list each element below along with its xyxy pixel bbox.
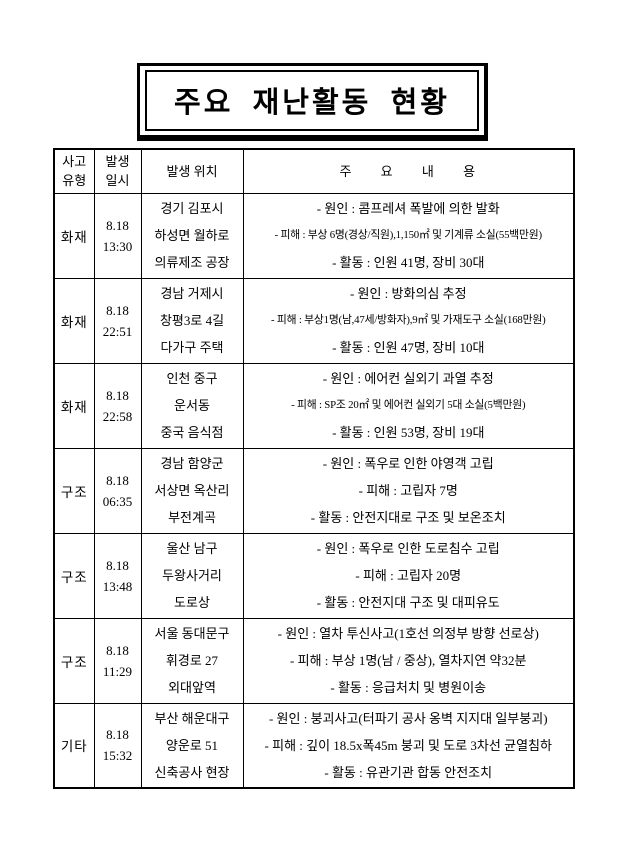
- main-content: - 원인 : 방화의심 추정 - 피해 : 부상1명(남,47세/방화자),9㎡…: [242, 277, 575, 364]
- accident-type: 구조: [53, 447, 95, 534]
- table-row: 구조 8.18 13:48 울산 남구 두왕사거리 도로상 - 원인 : 폭우로…: [53, 532, 575, 619]
- main-content: - 원인 : 에어컨 실외기 과열 추정 - 피해 : SP조 20㎡ 및 에어…: [242, 362, 575, 449]
- header-content: 주 요 내 용: [242, 148, 575, 194]
- table-row: 화재 8.18 13:30 경기 김포시 하성면 월하로 의류제조 공장 - 원…: [53, 192, 575, 279]
- occurrence-location: 인천 중구 운서동 중국 음식점: [140, 362, 244, 449]
- table-row: 구조 8.18 11:29 서울 동대문구 휘경로 27 외대앞역 - 원인 :…: [53, 617, 575, 704]
- table-row: 구조 8.18 06:35 경남 함양군 서상면 옥산리 부전계곡 - 원인 :…: [53, 447, 575, 534]
- page-title: 주요 재난활동 현황: [145, 70, 479, 131]
- occurrence-datetime: 8.18 13:30: [93, 192, 142, 279]
- occurrence-datetime: 8.18 11:29: [93, 617, 142, 704]
- table-header-row: 사고 유형 발생 일시 발생 위치 주 요 내 용: [53, 148, 575, 194]
- header-datetime: 발생 일시: [93, 148, 142, 194]
- accident-type: 구조: [53, 532, 95, 619]
- main-content: - 원인 : 폭우로 인한 도로침수 고립 - 피해 : 고립자 20명 - 활…: [242, 532, 575, 619]
- occurrence-location: 경남 거제시 창평3로 4길 다가구 주택: [140, 277, 244, 364]
- accident-type: 화재: [53, 277, 95, 364]
- occurrence-location: 부산 해운대구 양운로 51 신축공사 현장: [140, 702, 244, 789]
- main-content: - 원인 : 폭우로 인한 야영객 고립 - 피해 : 고립자 7명 - 활동 …: [242, 447, 575, 534]
- table-row: 화재 8.18 22:58 인천 중구 운서동 중국 음식점 - 원인 : 에어…: [53, 362, 575, 449]
- accident-type: 기타: [53, 702, 95, 789]
- title-box: 주요 재난활동 현황: [137, 63, 488, 141]
- header-location: 발생 위치: [140, 148, 244, 194]
- main-content: - 원인 : 붕괴사고(터파기 공사 옹벽 지지대 일부붕괴) - 피해 : 깊…: [242, 702, 575, 789]
- accident-type: 화재: [53, 192, 95, 279]
- occurrence-location: 울산 남구 두왕사거리 도로상: [140, 532, 244, 619]
- occurrence-location: 경남 함양군 서상면 옥산리 부전계곡: [140, 447, 244, 534]
- occurrence-datetime: 8.18 22:58: [93, 362, 142, 449]
- occurrence-location: 경기 김포시 하성면 월하로 의류제조 공장: [140, 192, 244, 279]
- occurrence-datetime: 8.18 13:48: [93, 532, 142, 619]
- accident-type: 구조: [53, 617, 95, 704]
- disaster-report-table: 사고 유형 발생 일시 발생 위치 주 요 내 용 화재 8.18 13:30 …: [53, 148, 575, 789]
- occurrence-datetime: 8.18 15:32: [93, 702, 142, 789]
- accident-type: 화재: [53, 362, 95, 449]
- main-content: - 원인 : 열차 투신사고(1호선 의정부 방향 선로상) - 피해 : 부상…: [242, 617, 575, 704]
- occurrence-datetime: 8.18 06:35: [93, 447, 142, 534]
- table-row: 화재 8.18 22:51 경남 거제시 창평3로 4길 다가구 주택 - 원인…: [53, 277, 575, 364]
- header-accident-type: 사고 유형: [53, 148, 95, 194]
- main-content: - 원인 : 콤프레셔 폭발에 의한 발화 - 피해 : 부상 6명(경상/직원…: [242, 192, 575, 279]
- occurrence-location: 서울 동대문구 휘경로 27 외대앞역: [140, 617, 244, 704]
- table-row: 기타 8.18 15:32 부산 해운대구 양운로 51 신축공사 현장 - 원…: [53, 702, 575, 789]
- occurrence-datetime: 8.18 22:51: [93, 277, 142, 364]
